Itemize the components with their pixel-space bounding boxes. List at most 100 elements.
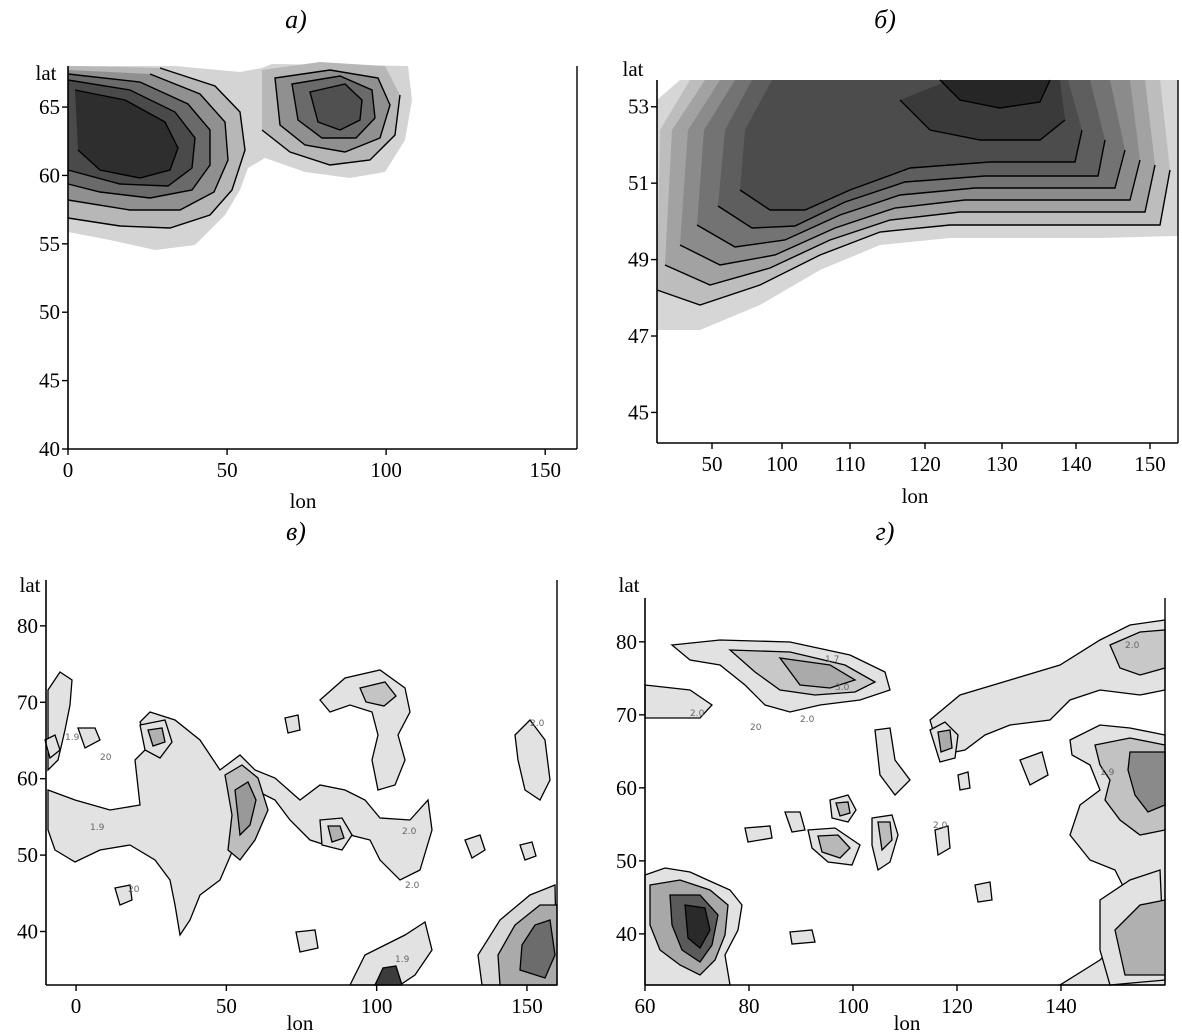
panel-d-region-blob-8	[789, 929, 816, 945]
panel-b-x-tick-label: 100	[766, 452, 798, 476]
panel-b-y-tick-label: 47	[628, 324, 649, 348]
panel-b-y-tick-label: 45	[628, 400, 649, 424]
panel-c-contour-label-5: 2.0	[530, 719, 545, 729]
panel-c-labels: 1.9 20 1.9 20 2.0 2.0 1.9 2.0	[65, 719, 545, 965]
panel-d-region-blob-4b	[817, 834, 851, 859]
panel-b-contour-line-4	[696, 149, 1126, 248]
panel-d-contour-label-6: 2.0	[1125, 641, 1140, 651]
panel-b-contour-line-3	[679, 159, 1141, 266]
panel-c-y-tick-label: 40	[17, 920, 38, 944]
panel-c-x-tick-label: 0	[71, 994, 82, 1018]
panel-c-region-south	[348, 920, 433, 986]
panel-b-axes: 45 47 49 51 53 50 100 110 120 130 140 150 lat lon	[623, 57, 1179, 508]
panel-b-contour-line-1	[656, 169, 1171, 306]
panel-b-x-tick-label: 150	[1134, 452, 1166, 476]
panel-a-label: а)	[285, 5, 307, 34]
panel-a-x-tick-label: 100	[370, 458, 402, 482]
panel-c-region-blob-6	[295, 929, 319, 953]
panel-c-y-tick-label: 70	[17, 690, 38, 714]
panel-a-contour-line-9	[309, 83, 363, 131]
panel-d-label: г)	[876, 517, 895, 546]
panel-a-contour-line-4	[67, 79, 196, 187]
panel-b-x-tick-label: 130	[986, 452, 1018, 476]
panel-d-contour-fill	[644, 619, 1166, 986]
panel-a-contour-line-5	[74, 89, 179, 179]
panel-d-y-tick-label: 40	[616, 922, 637, 946]
panel-a-contour-line-2	[67, 73, 229, 211]
panel-c-contour-label-6: 2.0	[405, 881, 420, 891]
panel-b-y-tick-label: 53	[628, 95, 649, 119]
panel-b-x-tick-label: 50	[702, 452, 723, 476]
panel-c-region-band	[47, 711, 433, 937]
panel-b-contour-lines	[656, 79, 1171, 306]
panel-d-labels: 2.0 1.7 3.0 20 2.0 2.0 1.9 2.0	[690, 641, 1140, 831]
panel-b-x-tick-label: 140	[1060, 452, 1092, 476]
panel-d-contour-label-4: 20	[750, 723, 762, 733]
panel-c-region-east-3	[519, 919, 556, 979]
panel-a-contour-lines	[67, 67, 401, 229]
panel-a-x-tick-label: 150	[529, 458, 561, 482]
panel-c-y-tick-label: 50	[17, 843, 38, 867]
panel-a-region-right-4	[310, 84, 362, 130]
panel-c-region-blob-7	[514, 719, 551, 801]
panel-d-region-blob-2	[874, 727, 911, 796]
panel-a-y-tick-label: 65	[39, 95, 60, 119]
panel-d-region-blob-6	[784, 811, 806, 833]
panel-a-y-tick-label: 45	[39, 369, 60, 393]
panel-d-region-blob-1b	[937, 729, 953, 753]
panel-c-contour-fill	[44, 669, 558, 986]
panel-d-region-blob-10	[974, 881, 993, 903]
panel-b-label: б)	[874, 5, 896, 34]
panel-d-x-tick-label: 80	[739, 994, 760, 1018]
panel-d-region-tongue-3	[778, 657, 857, 689]
panel-c-region-blob-9	[519, 841, 537, 861]
panel-d-contour-label-1: 2.0	[690, 709, 705, 719]
panel-c-x-axis-title: lon	[287, 1011, 314, 1035]
panel-b-y-tick-label: 51	[628, 171, 649, 195]
panel-d-region-northeast	[929, 619, 1166, 756]
panel-a-y-tick-label: 40	[39, 437, 60, 461]
panel-a-y-tick-label: 50	[39, 300, 60, 324]
panel-b-x-tick-label: 120	[909, 452, 941, 476]
panel-a: а) 40 45 50 55 60 65 0 50 100 150 lat lon	[36, 5, 578, 513]
panel-d-x-tick-label: 120	[941, 994, 973, 1018]
panel-d-axes: 40 50 60 70 80 60 80 100 120 140 lat lon	[616, 573, 1166, 1035]
panel-b: б) 45 47 49 51 53 50 100 110 120 130 140 150 lat lon	[623, 5, 1179, 508]
panel-c-contour-label-4: 20	[128, 885, 140, 895]
panel-a-contour-line-1	[67, 67, 246, 229]
panel-a-y-axis-title: lat	[36, 61, 57, 85]
panel-d-x-axis-title: lon	[894, 1011, 921, 1035]
panel-d-y-tick-label: 80	[616, 630, 637, 654]
panel-c-region-blob-2-core	[327, 825, 345, 843]
panel-a-axes: 40 45 50 55 60 65 0 50 100 150 lat lon	[36, 61, 578, 513]
panel-d-x-tick-label: 60	[635, 994, 656, 1018]
panel-c-contour-label-1: 1.9	[65, 733, 80, 743]
panel-b-y-axis-title: lat	[623, 57, 644, 81]
panel-c-y-tick-label: 80	[17, 614, 38, 638]
panel-d-x-tick-label: 100	[837, 994, 869, 1018]
panel-c: в) 1.9 20	[17, 517, 558, 1035]
panel-c-contour-label-8: 2.0	[402, 827, 417, 837]
panel-d-contour-label-5: 2.0	[800, 715, 815, 725]
panel-b-x-tick-label: 110	[835, 452, 866, 476]
panel-d-region-blob-12	[957, 771, 971, 791]
panel-c-axes: 40 50 60 70 80 0 50 100 150 lat lon	[17, 573, 558, 1035]
panel-d-region-blob-3b	[835, 801, 851, 817]
panel-c-x-tick-label: 50	[216, 994, 237, 1018]
panel-a-x-tick-label: 0	[63, 458, 74, 482]
panel-d-y-axis-title: lat	[619, 573, 640, 597]
panel-a-region-level-6	[75, 90, 178, 178]
panel-a-contour-line-7	[274, 69, 391, 153]
panel-b-y-tick-label: 49	[628, 248, 649, 272]
panel-b-contour-line-5	[717, 139, 1106, 229]
panel-a-y-tick-label: 55	[39, 232, 60, 256]
panel-c-y-axis-title: lat	[20, 573, 41, 597]
panel-c-region-band-core	[234, 781, 257, 837]
panel-a-contour-line-3	[67, 73, 211, 199]
panel-d-y-tick-label: 60	[616, 776, 637, 800]
panel-d-contour-label-8: 2.0	[933, 821, 948, 831]
panel-d-contour-label-2: 1.7	[825, 655, 839, 665]
panel-c-contour-label-7: 1.9	[395, 955, 410, 965]
panel-a-x-tick-label: 50	[217, 458, 238, 482]
